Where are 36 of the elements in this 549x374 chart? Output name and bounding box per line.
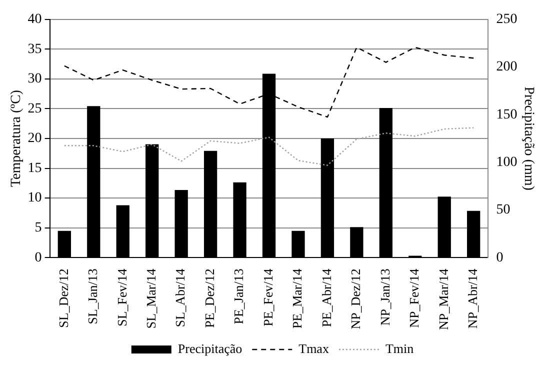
y-tick-label: 30 bbox=[28, 72, 42, 87]
x-tick-label: NP_Mar/14 bbox=[436, 268, 451, 330]
y2-tick-label: 200 bbox=[496, 60, 518, 75]
x-tick-label: SL_Abr/14 bbox=[172, 268, 188, 328]
x-tick-label: SL_Jan/13 bbox=[85, 268, 100, 324]
y2-tick-label: 250 bbox=[496, 12, 518, 28]
x-tick-label: SL_Fev/14 bbox=[114, 268, 130, 326]
y-tick-label: 0 bbox=[34, 250, 42, 266]
x-tick-label: PE_Fev/14 bbox=[260, 268, 276, 326]
x-tick-label: PE_Jan/13 bbox=[231, 268, 246, 324]
x-tick-label: PE_Dez/12 bbox=[202, 268, 217, 328]
x-tick-label: NP_Dez/12 bbox=[348, 268, 364, 330]
y2-tick-label: 100 bbox=[496, 155, 518, 170]
x-tick-label: PE_Abr/14 bbox=[318, 268, 334, 328]
y2-tick-label: 50 bbox=[496, 202, 510, 218]
y-tick-label: 25 bbox=[28, 101, 42, 116]
x-tick-label: SL_Mar/14 bbox=[144, 268, 159, 329]
y2-axis-title: Precipitação (mm) bbox=[520, 86, 536, 191]
y2-tick-label: 150 bbox=[496, 107, 518, 122]
y-tick-label: 35 bbox=[28, 42, 42, 57]
x-tick-label: PE_Mar/14 bbox=[290, 268, 305, 329]
x-tick-label: NP_Abr/14 bbox=[465, 268, 480, 329]
y2-tick-label: 0 bbox=[496, 250, 504, 266]
x-tick-label: NP_Jan/13 bbox=[377, 268, 392, 326]
line-series bbox=[64, 127, 474, 166]
y-tick-label: 10 bbox=[28, 190, 42, 206]
y-tick-label: 40 bbox=[28, 12, 42, 28]
x-tick-label: NP_Fev/14 bbox=[406, 268, 422, 328]
y-tick-label: 15 bbox=[28, 160, 42, 176]
y-axis-title: Temperatura (ºC) bbox=[9, 90, 24, 188]
x-tick-label: SL_Dez/12 bbox=[56, 268, 71, 328]
y-tick-label: 20 bbox=[28, 131, 42, 146]
legend-label: Tmin bbox=[385, 340, 414, 356]
legend-label: Precipitação bbox=[178, 340, 242, 356]
y-tick-label: 5 bbox=[34, 220, 42, 236]
legend-label: Tmax bbox=[298, 340, 330, 356]
